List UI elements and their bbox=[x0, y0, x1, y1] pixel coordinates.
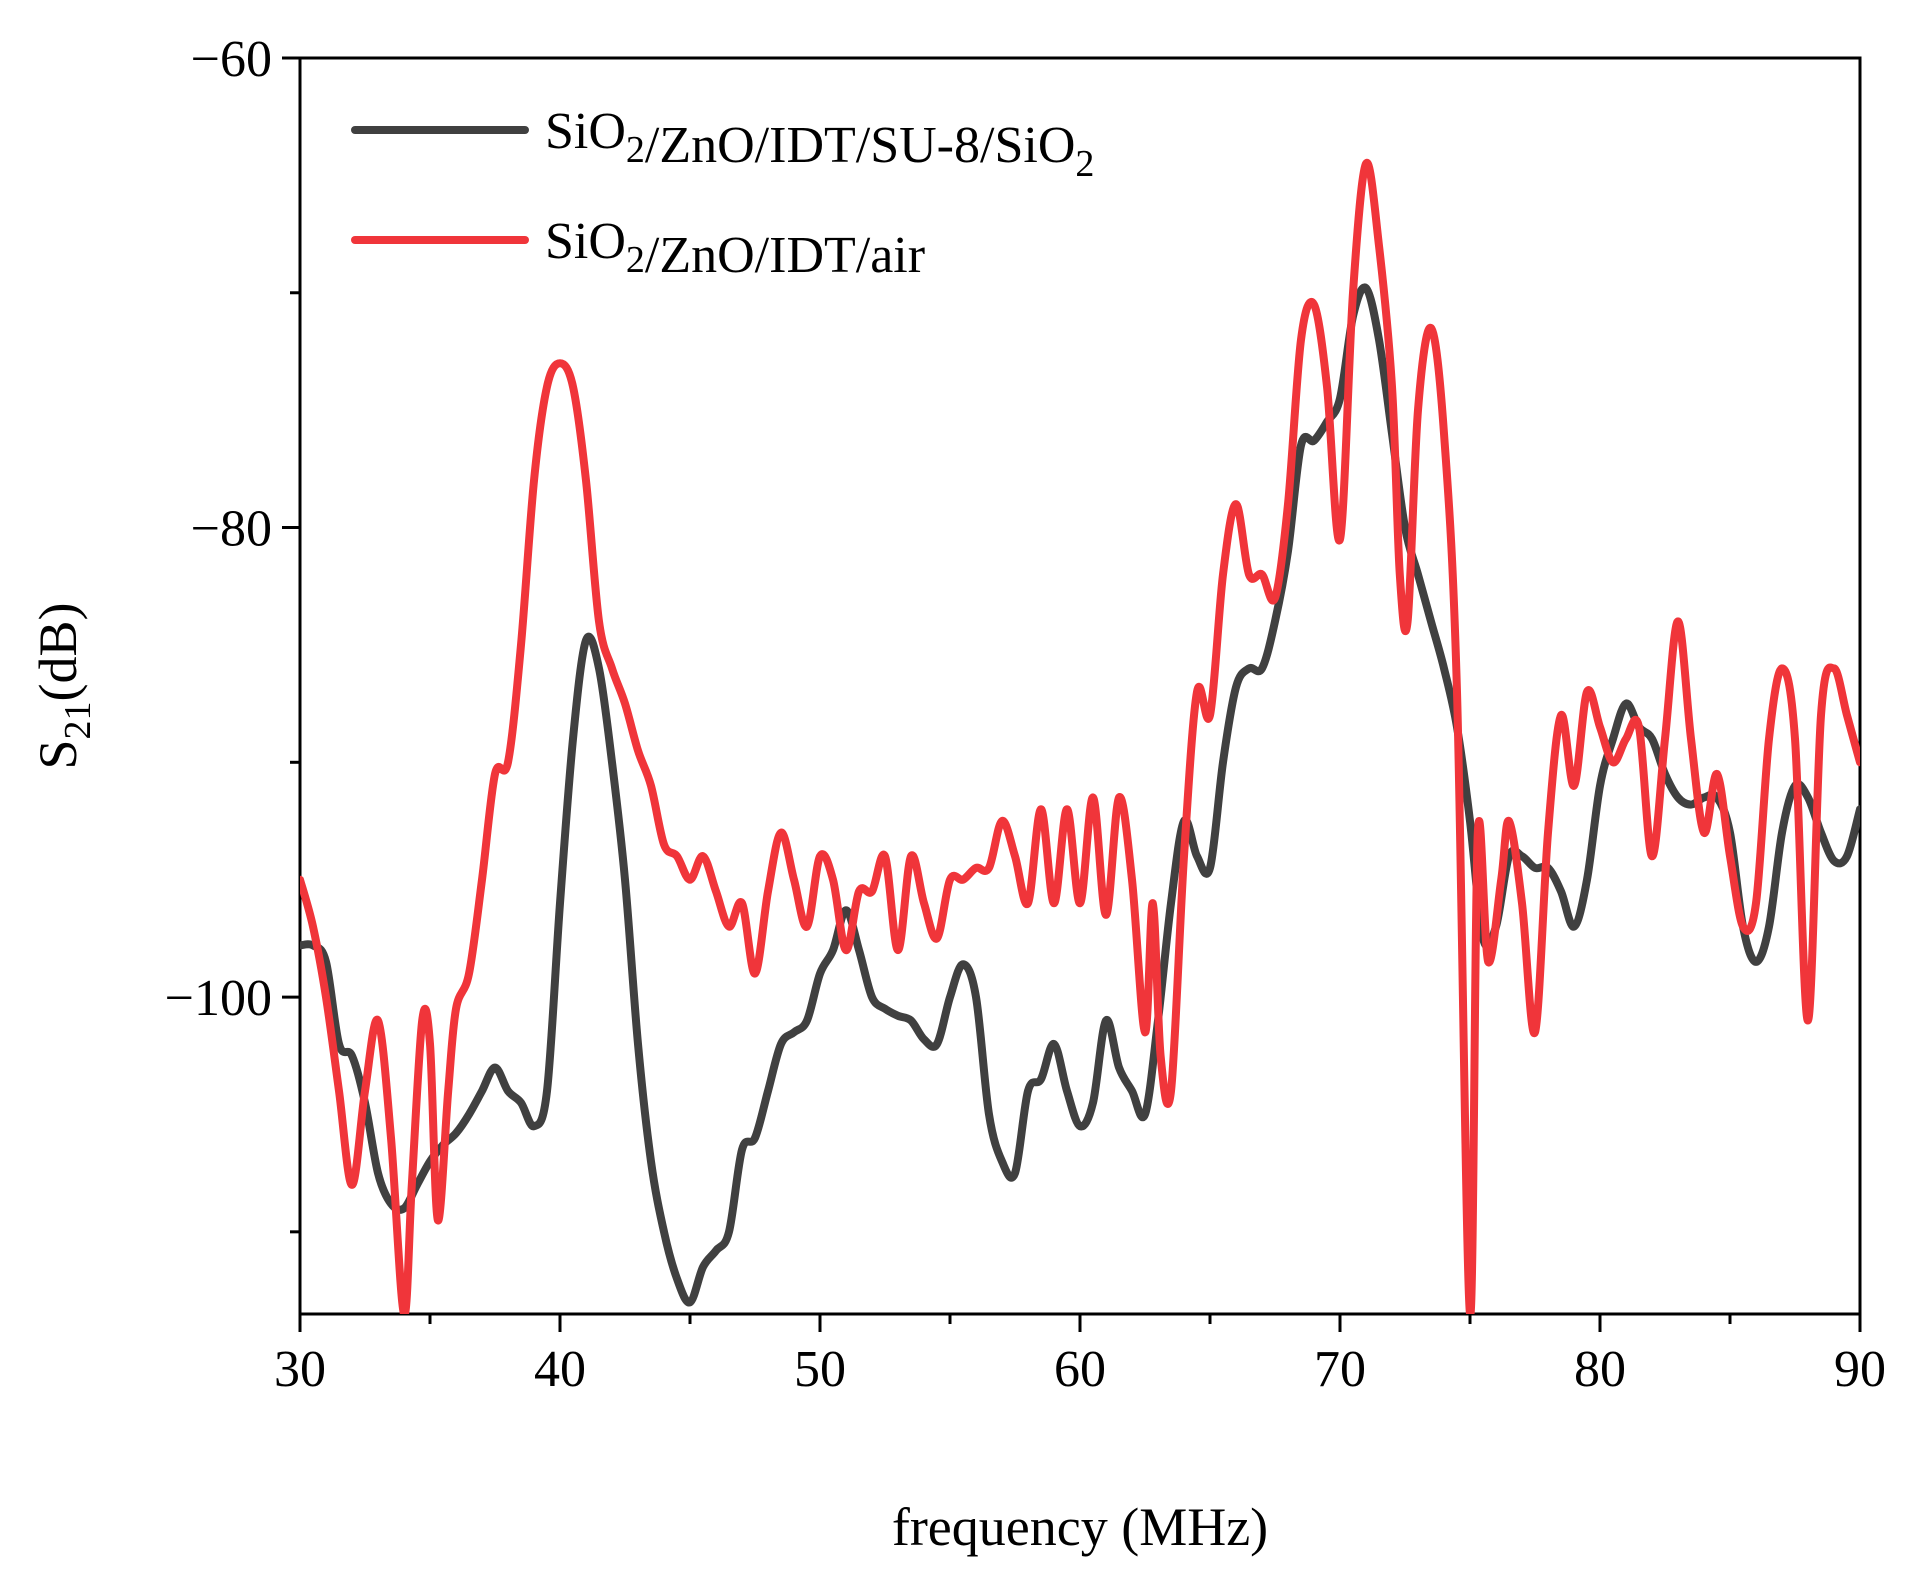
y-axis-title-rest: (dB) bbox=[28, 602, 88, 701]
series-line-air bbox=[300, 159, 1860, 1314]
legend-label-part: /ZnO/IDT/SU-8/SiO bbox=[645, 117, 1075, 174]
legend-label: SiO2/ZnO/IDT/air bbox=[545, 213, 925, 284]
legend-label-part: /ZnO/IDT/air bbox=[645, 227, 925, 284]
y-tick-label: −100 bbox=[165, 970, 272, 1027]
legend-label-subscript: 2 bbox=[1075, 143, 1094, 185]
y-axis-title: S21(dB) bbox=[28, 602, 99, 769]
y-axis-title-base: S bbox=[28, 739, 88, 769]
series-line-su8-sio2 bbox=[300, 283, 1860, 1307]
y-axis-ticks: −60 −80 −100 bbox=[165, 31, 300, 1234]
x-tick-label: 40 bbox=[534, 1341, 586, 1398]
legend-label-subscript: 2 bbox=[626, 129, 645, 171]
y-tick-label: −80 bbox=[191, 501, 272, 558]
y-tick-label: −60 bbox=[191, 31, 272, 88]
x-tick-label: 90 bbox=[1834, 1341, 1886, 1398]
x-tick-label: 30 bbox=[274, 1341, 326, 1398]
x-axis-title: frequency (MHz) bbox=[892, 1497, 1268, 1557]
legend-label-part: SiO bbox=[545, 213, 626, 270]
series-lines bbox=[300, 159, 1860, 1314]
y-axis-title-subscript: 21 bbox=[57, 701, 99, 739]
x-tick-label: 80 bbox=[1574, 1341, 1626, 1398]
x-tick-label: 60 bbox=[1054, 1341, 1106, 1398]
x-tick-label: 70 bbox=[1314, 1341, 1366, 1398]
legend-label-subscript: 2 bbox=[626, 239, 645, 281]
x-tick-label: 50 bbox=[794, 1341, 846, 1398]
legend-label: SiO2/ZnO/IDT/SU-8/SiO2 bbox=[545, 103, 1094, 185]
legend-label-part: SiO bbox=[545, 103, 626, 160]
x-axis-ticks: 30 40 50 60 70 80 90 bbox=[274, 1314, 1886, 1398]
